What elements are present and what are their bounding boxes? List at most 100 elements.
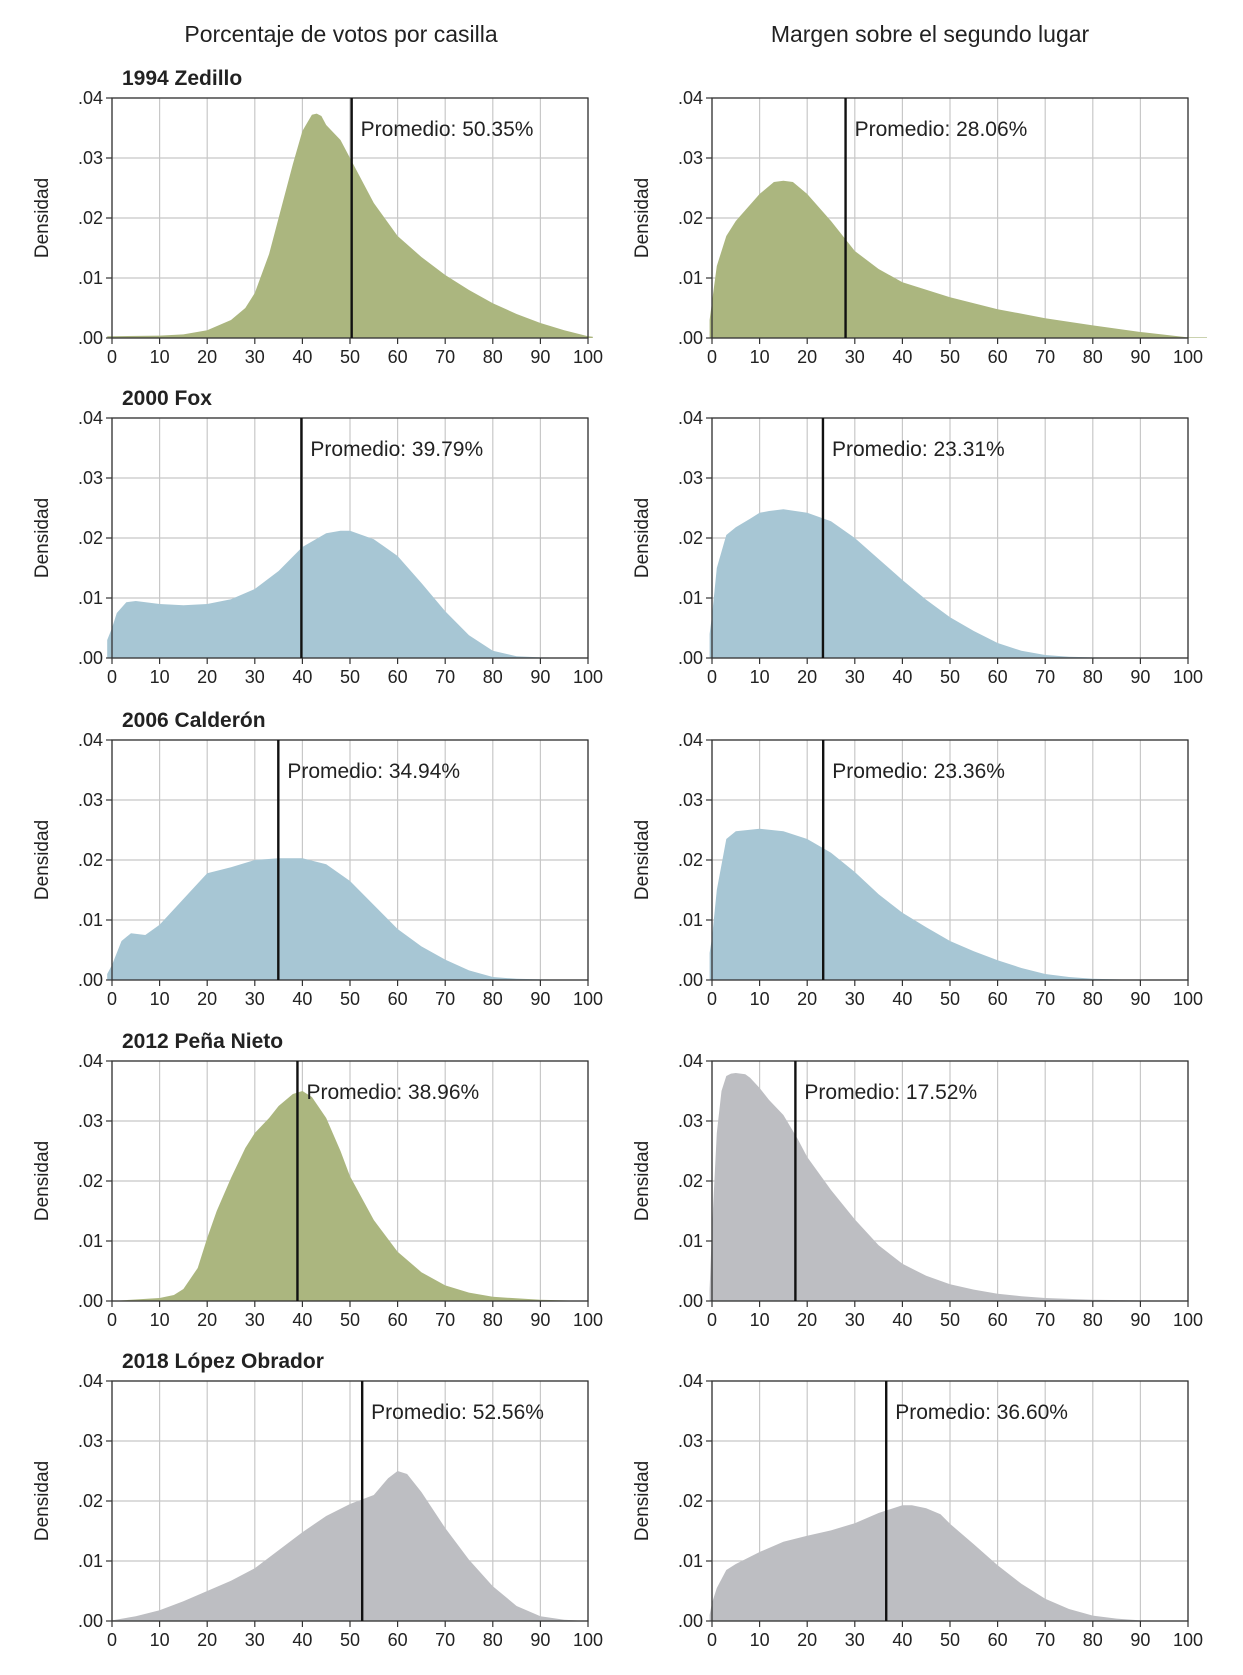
y-tick-label: .04 bbox=[678, 1051, 703, 1071]
x-tick-label: 40 bbox=[892, 667, 912, 687]
x-tick-label: 90 bbox=[530, 989, 550, 1009]
x-tick-label: 10 bbox=[750, 1630, 770, 1650]
x-tick-label: 100 bbox=[573, 1310, 603, 1330]
x-tick-label: 70 bbox=[1035, 1630, 1055, 1650]
x-tick-label: 80 bbox=[483, 1630, 503, 1650]
x-tick-label: 80 bbox=[1083, 1630, 1103, 1650]
y-tick-label: .03 bbox=[678, 468, 703, 488]
y-tick-label: .01 bbox=[78, 910, 103, 930]
x-tick-label: 50 bbox=[340, 347, 360, 367]
x-tick-label: 0 bbox=[107, 1310, 117, 1330]
y-tick-label: .01 bbox=[678, 268, 703, 288]
x-tick-label: 100 bbox=[573, 1630, 603, 1650]
y-tick-label: .00 bbox=[678, 970, 703, 990]
panel-title: 2006 Calderón bbox=[122, 709, 266, 732]
x-tick-label: 30 bbox=[845, 1630, 865, 1650]
chart-panel: Promedio: 38.96% 0 10 20 30 40 50 60 70 80 90 100 .0… bbox=[32, 1030, 603, 1330]
y-tick-label: .03 bbox=[78, 790, 103, 810]
chart-panel: Promedio: 36.60% 0 10 20 30 40 50 60 70 80 90 100 .0… bbox=[632, 1371, 1203, 1650]
y-tick-label: .01 bbox=[78, 268, 103, 288]
y-tick-label: .01 bbox=[678, 588, 703, 608]
density-area bbox=[107, 1091, 588, 1301]
x-tick-label: 50 bbox=[940, 1630, 960, 1650]
density-area bbox=[107, 113, 593, 338]
y-tick-label: .01 bbox=[678, 1231, 703, 1251]
x-tick-label: 10 bbox=[150, 347, 170, 367]
chart-panel: Promedio: 23.31% 0 10 20 30 40 50 60 70 80 90 100 .0… bbox=[632, 408, 1203, 687]
x-tick-label: 30 bbox=[845, 989, 865, 1009]
x-tick-label: 80 bbox=[1083, 1310, 1103, 1330]
y-tick-label: .00 bbox=[678, 1611, 703, 1631]
x-tick-label: 20 bbox=[797, 1310, 817, 1330]
y-axis-label: Densidad bbox=[32, 820, 53, 900]
x-tick-label: 30 bbox=[845, 347, 865, 367]
y-axis-label: Densidad bbox=[32, 498, 53, 578]
x-tick-label: 30 bbox=[845, 667, 865, 687]
x-tick-label: 90 bbox=[1130, 1310, 1150, 1330]
x-tick-label: 100 bbox=[1173, 1630, 1203, 1650]
y-axis-label: Densidad bbox=[632, 820, 653, 900]
mean-label: Promedio: 28.06% bbox=[855, 118, 1028, 141]
y-tick-label: .00 bbox=[78, 328, 103, 348]
panel-title: 2000 Fox bbox=[122, 387, 212, 410]
y-tick-label: .00 bbox=[78, 970, 103, 990]
y-tick-label: .03 bbox=[78, 1431, 103, 1451]
x-tick-label: 40 bbox=[892, 989, 912, 1009]
panel-title: 2018 López Obrador bbox=[122, 1350, 324, 1373]
chart-panel: Promedio: 52.56% 0 10 20 30 40 50 60 70 80 90 100 .0… bbox=[32, 1350, 603, 1650]
y-tick-label: .02 bbox=[678, 1491, 703, 1511]
x-tick-label: 10 bbox=[150, 989, 170, 1009]
x-tick-label: 0 bbox=[107, 347, 117, 367]
chart-panel: Promedio: 28.06% 0 10 20 30 40 50 60 70 80 90 100 .0… bbox=[632, 88, 1207, 367]
panel-title: 1994 Zedillo bbox=[122, 67, 242, 90]
y-axis-label: Densidad bbox=[632, 1141, 653, 1221]
x-tick-label: 70 bbox=[435, 1310, 455, 1330]
y-axis-label: Densidad bbox=[632, 498, 653, 578]
panel-title: 2012 Peña Nieto bbox=[122, 1030, 283, 1053]
y-tick-label: .01 bbox=[78, 1551, 103, 1571]
x-tick-label: 80 bbox=[1083, 989, 1103, 1009]
x-tick-label: 100 bbox=[573, 989, 603, 1009]
x-tick-label: 40 bbox=[292, 347, 312, 367]
x-tick-label: 40 bbox=[892, 1630, 912, 1650]
x-tick-label: 50 bbox=[940, 347, 960, 367]
density-area bbox=[709, 1073, 1188, 1301]
x-tick-label: 50 bbox=[940, 667, 960, 687]
x-tick-label: 20 bbox=[797, 989, 817, 1009]
x-tick-label: 30 bbox=[245, 1310, 265, 1330]
x-tick-label: 100 bbox=[1173, 989, 1203, 1009]
x-tick-label: 30 bbox=[245, 989, 265, 1009]
x-tick-label: 40 bbox=[292, 667, 312, 687]
x-tick-label: 0 bbox=[107, 989, 117, 1009]
x-tick-label: 50 bbox=[940, 989, 960, 1009]
x-tick-label: 0 bbox=[107, 1630, 117, 1650]
y-tick-label: .02 bbox=[78, 1491, 103, 1511]
x-tick-label: 80 bbox=[483, 1310, 503, 1330]
x-tick-label: 60 bbox=[388, 989, 408, 1009]
x-tick-label: 70 bbox=[435, 1630, 455, 1650]
mean-label: Promedio: 23.31% bbox=[832, 438, 1005, 461]
x-tick-label: 40 bbox=[292, 1310, 312, 1330]
x-tick-label: 30 bbox=[245, 1630, 265, 1650]
mean-label: Promedio: 17.52% bbox=[804, 1081, 977, 1104]
x-tick-label: 20 bbox=[797, 1630, 817, 1650]
x-tick-label: 20 bbox=[197, 347, 217, 367]
mean-label: Promedio: 52.56% bbox=[371, 1401, 544, 1424]
x-tick-label: 90 bbox=[1130, 667, 1150, 687]
x-tick-label: 100 bbox=[573, 347, 603, 367]
chart-panel: Promedio: 17.52% 0 10 20 30 40 50 60 70 80 90 100 .0… bbox=[632, 1051, 1203, 1330]
x-tick-label: 10 bbox=[150, 1310, 170, 1330]
x-tick-label: 10 bbox=[750, 1310, 770, 1330]
y-tick-label: .02 bbox=[678, 850, 703, 870]
x-tick-label: 50 bbox=[340, 667, 360, 687]
y-tick-label: .00 bbox=[78, 1291, 103, 1311]
x-tick-label: 40 bbox=[292, 989, 312, 1009]
x-tick-label: 70 bbox=[1035, 347, 1055, 367]
density-area bbox=[107, 530, 588, 658]
x-tick-label: 80 bbox=[483, 667, 503, 687]
y-tick-label: .03 bbox=[678, 1111, 703, 1131]
x-tick-label: 10 bbox=[150, 1630, 170, 1650]
y-tick-label: .04 bbox=[678, 730, 703, 750]
x-tick-label: 60 bbox=[988, 1630, 1008, 1650]
x-tick-label: 40 bbox=[892, 1310, 912, 1330]
